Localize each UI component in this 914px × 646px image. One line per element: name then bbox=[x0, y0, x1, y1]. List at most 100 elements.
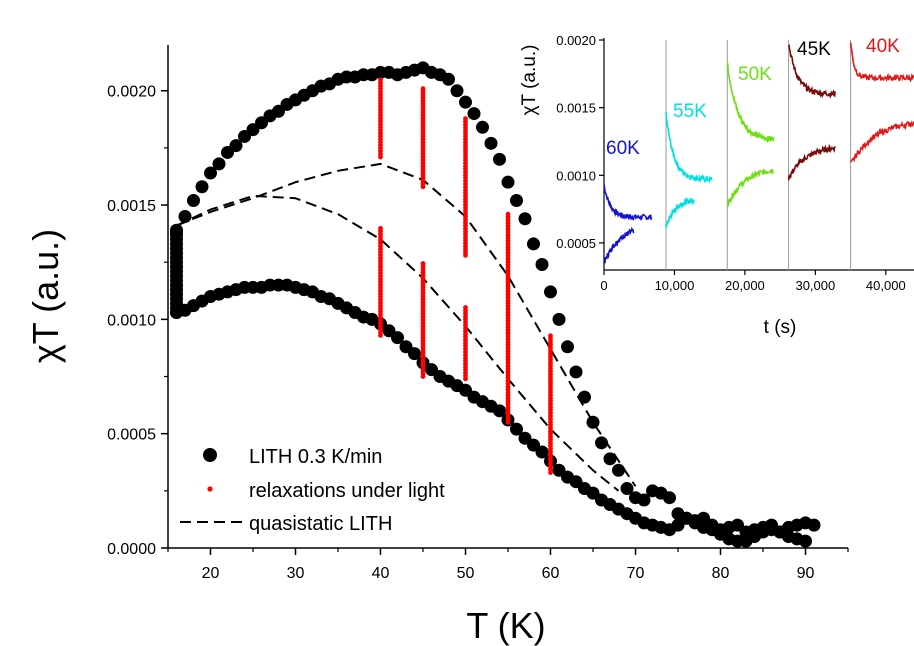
inset-curve bbox=[603, 226, 635, 265]
inset-curve bbox=[665, 111, 713, 184]
inset-x-tick-label: 20,000 bbox=[725, 278, 765, 293]
inset-x-tick-label: 30,000 bbox=[795, 278, 835, 293]
inset-curve bbox=[788, 44, 836, 99]
lith-point bbox=[561, 340, 574, 354]
lith-point bbox=[535, 257, 549, 271]
inset-background bbox=[604, 40, 914, 275]
lith-point bbox=[578, 390, 591, 404]
main-x-tick-label: 20 bbox=[202, 565, 220, 582]
lith-point bbox=[450, 84, 464, 98]
inset-temperature-label: 50K bbox=[738, 64, 772, 85]
lith-point bbox=[178, 209, 192, 223]
legend: LITH 0.3 K/min relaxations under light q… bbox=[180, 446, 445, 535]
relaxation-points bbox=[378, 77, 553, 475]
lith-point bbox=[637, 493, 651, 507]
lith-point bbox=[170, 223, 183, 237]
lith-point bbox=[663, 491, 676, 505]
inset-curve bbox=[603, 184, 652, 221]
lith-point bbox=[799, 534, 812, 548]
main-x-tick-label: 40 bbox=[372, 565, 390, 582]
relaxation-point bbox=[378, 77, 383, 83]
lith-point bbox=[552, 312, 566, 326]
legend-label-quasistatic: quasistatic LITH bbox=[249, 513, 392, 535]
relaxation-point bbox=[420, 86, 426, 92]
lith-point bbox=[484, 136, 498, 150]
inset-temperature-labels: 60K 55K 50K 45K 40K bbox=[606, 36, 900, 159]
main-y-tick-label: 0.0020 bbox=[107, 84, 156, 101]
lith-point bbox=[476, 120, 489, 134]
legend-label-relaxations: relaxations under light bbox=[249, 480, 445, 502]
main-y-axis-label: χT (a.u.) bbox=[25, 229, 66, 363]
lith-point bbox=[459, 95, 472, 109]
lith-point bbox=[195, 180, 209, 194]
lith-point bbox=[442, 72, 455, 86]
inset-temperature-label: 60K bbox=[606, 138, 640, 159]
main-y-tick-label: 0.0010 bbox=[107, 312, 156, 329]
lith-point bbox=[527, 237, 540, 251]
inset-curve bbox=[726, 62, 775, 144]
lith-point bbox=[518, 212, 532, 226]
lith-point bbox=[586, 415, 600, 429]
inset-temperature-label: 55K bbox=[673, 101, 707, 122]
inset-curve bbox=[849, 42, 914, 83]
inset-x-tick-label: 0 bbox=[600, 278, 607, 293]
lith-point bbox=[535, 445, 549, 459]
quasistatic-curve bbox=[176, 194, 620, 492]
relaxation-point bbox=[463, 305, 468, 310]
main-y-tick-label: 0.0005 bbox=[107, 427, 156, 444]
lith-point bbox=[493, 404, 506, 418]
legend-label-lith: LITH 0.3 K/min bbox=[249, 446, 382, 468]
inset-chart: 0 10,000 20,000 30,000 40,000 0.0005 0.0010 0.0… bbox=[519, 33, 914, 338]
inset-temperature-label: 45K bbox=[797, 39, 831, 60]
inset-ticks: 0 10,000 20,000 30,000 40,000 0.0005 0.0010 0.0… bbox=[556, 33, 905, 293]
main-x-tick-label: 70 bbox=[627, 565, 645, 582]
main-x-tick-label: 30 bbox=[287, 565, 305, 582]
inset-separators bbox=[665, 40, 852, 270]
main-chart: 20 30 40 50 60 70 80 90 0.0000 0.0005 0.0010 0.0015… bbox=[25, 45, 849, 646]
lith-point bbox=[807, 518, 821, 532]
relaxation-point bbox=[505, 211, 511, 217]
lith-point bbox=[612, 463, 625, 477]
inset-curve bbox=[787, 143, 836, 181]
relaxation-point bbox=[463, 116, 468, 122]
inset-curve bbox=[665, 196, 695, 228]
legend-marker-lith bbox=[203, 448, 217, 462]
main-x-tick-label: 60 bbox=[542, 565, 560, 582]
inset-y-tick-label: 0.0020 bbox=[556, 33, 596, 48]
lith-point bbox=[510, 193, 523, 207]
inset-temperature-label: 40K bbox=[866, 36, 900, 57]
main-x-tick-label: 90 bbox=[797, 565, 815, 582]
quasistatic-lith-curves bbox=[176, 162, 637, 492]
lith-point bbox=[544, 285, 557, 299]
lith-point bbox=[212, 157, 226, 171]
relaxation-point bbox=[378, 225, 383, 231]
main-x-tick-label: 50 bbox=[457, 565, 475, 582]
lith-point bbox=[229, 139, 243, 153]
inset-x-tick-label: 40,000 bbox=[866, 278, 906, 293]
lith-point bbox=[493, 152, 506, 166]
lith-point bbox=[204, 166, 217, 180]
inset-y-axis-label: χT (a.u.) bbox=[519, 45, 540, 116]
lith-point bbox=[569, 365, 583, 379]
lith-point bbox=[510, 422, 523, 436]
inset-curve bbox=[849, 120, 914, 163]
main-ticks: 20 30 40 50 60 70 80 90 0.0000 0.0005 0.0010 0.0015… bbox=[107, 84, 849, 582]
inset-x-tick-label: 10,000 bbox=[655, 278, 695, 293]
main-y-tick-label: 0.0000 bbox=[107, 541, 156, 558]
relaxation-point bbox=[548, 333, 553, 339]
lith-point bbox=[408, 347, 421, 361]
lith-point bbox=[603, 452, 617, 466]
lith-point bbox=[620, 482, 634, 496]
main-y-tick-label: 0.0015 bbox=[107, 198, 156, 215]
quasistatic-curve bbox=[176, 162, 637, 487]
lith-point bbox=[501, 175, 515, 189]
lith-point bbox=[187, 193, 200, 207]
lith-point bbox=[467, 107, 481, 121]
legend-marker-relaxations bbox=[207, 486, 213, 492]
inset-relaxation-curves bbox=[603, 42, 914, 265]
inset-x-axis-label: t (s) bbox=[764, 317, 797, 338]
main-x-axis-label: T (K) bbox=[466, 605, 545, 646]
lith-points bbox=[170, 61, 821, 548]
inset-y-tick-label: 0.0015 bbox=[556, 101, 596, 116]
